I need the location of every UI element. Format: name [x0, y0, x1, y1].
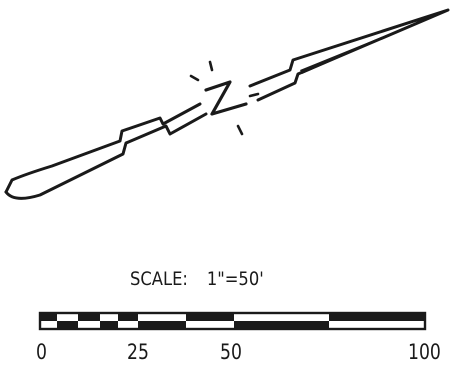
- arrow-shaft-upper: [248, 8, 450, 102]
- scale-value: 1"=50': [206, 268, 264, 290]
- scale-tick-50: 50: [220, 340, 242, 364]
- scale-tick-25: 25: [127, 340, 149, 364]
- scale-tick-100: 100: [408, 340, 441, 364]
- scale-tick-0: 0: [36, 340, 47, 364]
- scale-bar-top-segments: [40, 313, 425, 321]
- scale-label: SCALE:: [130, 268, 188, 290]
- arrow-shaft-lower-edge: [4, 112, 208, 200]
- scale-bar-bottom-segments: [57, 321, 329, 329]
- north-arrow-icon: [4, 8, 450, 200]
- scale-title: SCALE: 1"=50': [130, 268, 302, 298]
- graphic-scale-bar: [38, 311, 427, 331]
- arrow-shaft-lower: [4, 102, 202, 194]
- north-guide-ticks: [189, 60, 260, 136]
- north-letter-n: [204, 80, 248, 116]
- arrow-tip: [300, 10, 448, 74]
